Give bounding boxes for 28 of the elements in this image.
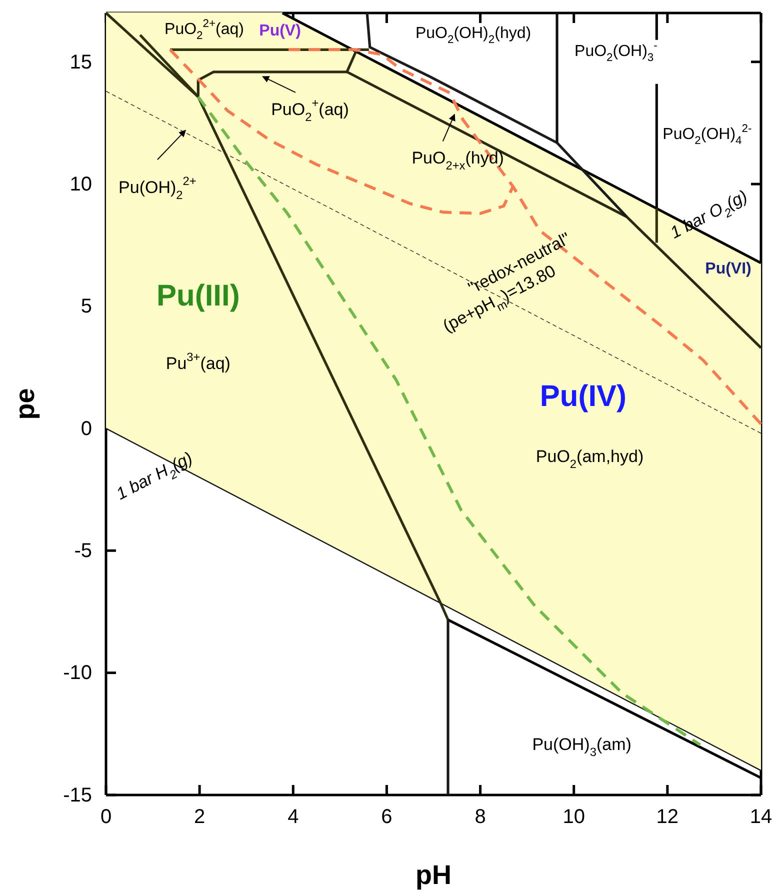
x-tick-label: 12 xyxy=(656,806,679,828)
annotation: Pu(OH)$_{3}$(am) xyxy=(532,736,632,760)
x-tick-label: 8 xyxy=(474,806,486,828)
y-tick-label: -15 xyxy=(63,784,92,806)
x-tick-label: 14 xyxy=(750,806,772,828)
annotation: Pu$^{3+}$(aq) xyxy=(166,350,230,374)
x-tick-label: 4 xyxy=(288,806,299,828)
annotation: PuO$_{2}$$^{2+}$(aq) xyxy=(164,18,244,42)
y-tick-label: 0 xyxy=(80,418,92,440)
annotation: PuO$_{2+x}$(hyd) xyxy=(412,149,504,173)
annotation: PuO$_{2}$(OH)$_{2}$(hyd) xyxy=(415,24,532,46)
y-axis-title: pe xyxy=(10,388,40,420)
y-tick-label: 15 xyxy=(70,51,92,74)
annotation: PuO$_{2}$(am,hyd) xyxy=(536,447,644,471)
x-tick-label: 2 xyxy=(194,806,206,828)
x-axis-title: pH xyxy=(416,860,452,890)
y-tick-label: 10 xyxy=(70,173,92,196)
x-tick-label: 6 xyxy=(381,806,392,828)
x-tick-label: 0 xyxy=(100,806,112,828)
annotation: Pu(IV) xyxy=(540,380,627,413)
annotation: Pu(III) xyxy=(156,280,240,313)
y-tick-label: -5 xyxy=(74,540,92,562)
annotation: PuO$_{2}$$^{+}$(aq) xyxy=(271,96,349,124)
y-tick-label: -10 xyxy=(63,662,92,684)
y-tick-label: 5 xyxy=(80,296,92,318)
annotation: Pu(V) xyxy=(259,22,301,40)
annotation: Pu(VI) xyxy=(705,260,752,278)
x-tick-label: 10 xyxy=(562,806,585,828)
